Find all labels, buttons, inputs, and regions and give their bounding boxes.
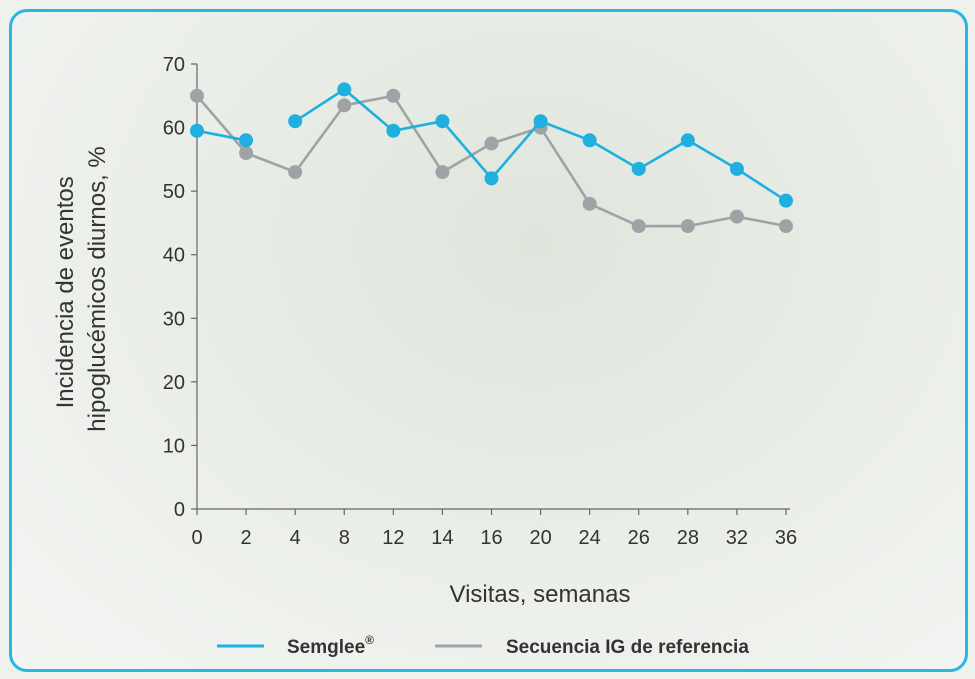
legend-label-reference: Secuencia IG de referencia <box>506 637 749 658</box>
point-semglee-28 <box>680 133 695 148</box>
series-line-semglee-2 <box>589 139 787 202</box>
chart-frame: 0 10 20 30 40 50 60 70 0 2 4 8 12 14 16 20 24 26 28 32 36 Vi… <box>9 9 968 672</box>
x-tick-label-36: 36 <box>775 527 797 549</box>
x-tick-label-26: 26 <box>628 527 650 549</box>
point-semglee-20 <box>533 114 548 129</box>
y-tick-label-30: 30 <box>163 308 185 330</box>
x-tick-label-14: 14 <box>431 527 453 549</box>
x-tick-label-8: 8 <box>339 527 350 549</box>
legend-label-semglee: Semglee® <box>287 633 374 658</box>
y-tick-label-60: 60 <box>163 118 185 140</box>
point-reference-16 <box>484 136 499 151</box>
point-semglee-16 <box>484 171 499 186</box>
y-tick-label-70: 70 <box>163 54 185 76</box>
point-reference-4 <box>288 165 303 180</box>
point-reference-8 <box>337 98 352 113</box>
y-tick-label-0: 0 <box>174 499 185 521</box>
legend: Semglee® Secuencia IG de referencia <box>217 633 749 658</box>
x-axis-title: Visitas, semanas <box>450 581 631 608</box>
point-reference-2 <box>239 146 254 160</box>
y-axis-title-line-1: Incidencia de eventos <box>52 176 79 408</box>
y-tick-label-40: 40 <box>163 245 185 267</box>
x-tick-label-28: 28 <box>677 527 699 549</box>
legend-label-semglee-name: Semglee <box>287 637 365 658</box>
point-reference-36 <box>779 219 793 234</box>
y-tick-label-50: 50 <box>163 181 185 203</box>
point-reference-24 <box>582 196 597 211</box>
y-tick-label-20: 20 <box>163 372 185 394</box>
y-tick-label-10: 10 <box>163 435 185 457</box>
x-tick-label-12: 12 <box>382 527 404 549</box>
series-line-semglee-0 <box>196 129 247 142</box>
point-reference-0 <box>190 88 204 103</box>
x-tick-label-24: 24 <box>579 527 601 549</box>
point-reference-14 <box>435 165 450 180</box>
series-semglee <box>190 82 793 208</box>
y-axis-title: Incidencia de eventos hipoglucémicos diu… <box>52 146 111 431</box>
point-semglee-32 <box>729 161 744 176</box>
legend-label-semglee-superscript: ® <box>365 633 374 647</box>
point-semglee-26 <box>631 161 646 176</box>
point-reference-26 <box>631 219 646 234</box>
axes <box>196 64 790 510</box>
point-semglee-36 <box>779 193 793 208</box>
point-reference-12 <box>386 88 401 103</box>
point-semglee-2 <box>239 133 254 148</box>
point-semglee-0 <box>190 123 204 138</box>
point-semglee-4 <box>288 114 303 129</box>
x-tick-label-32: 32 <box>726 527 748 549</box>
x-tick-label-4: 4 <box>290 527 301 549</box>
point-semglee-8 <box>337 82 352 97</box>
point-semglee-14 <box>435 114 450 129</box>
x-tick-label-0: 0 <box>191 527 202 549</box>
series-line-reference-0 <box>196 94 787 228</box>
series-reference <box>190 88 793 234</box>
point-reference-28 <box>680 219 695 234</box>
point-semglee-24 <box>582 133 597 148</box>
series-layer <box>190 82 793 234</box>
y-axis-title-line-2: hipoglucémicos diurnos, % <box>84 146 111 431</box>
point-reference-32 <box>729 209 744 224</box>
x-tick-label-20: 20 <box>529 527 551 549</box>
x-tick-label-2: 2 <box>241 527 252 549</box>
point-semglee-12 <box>386 123 401 138</box>
x-tick-label-16: 16 <box>480 527 502 549</box>
